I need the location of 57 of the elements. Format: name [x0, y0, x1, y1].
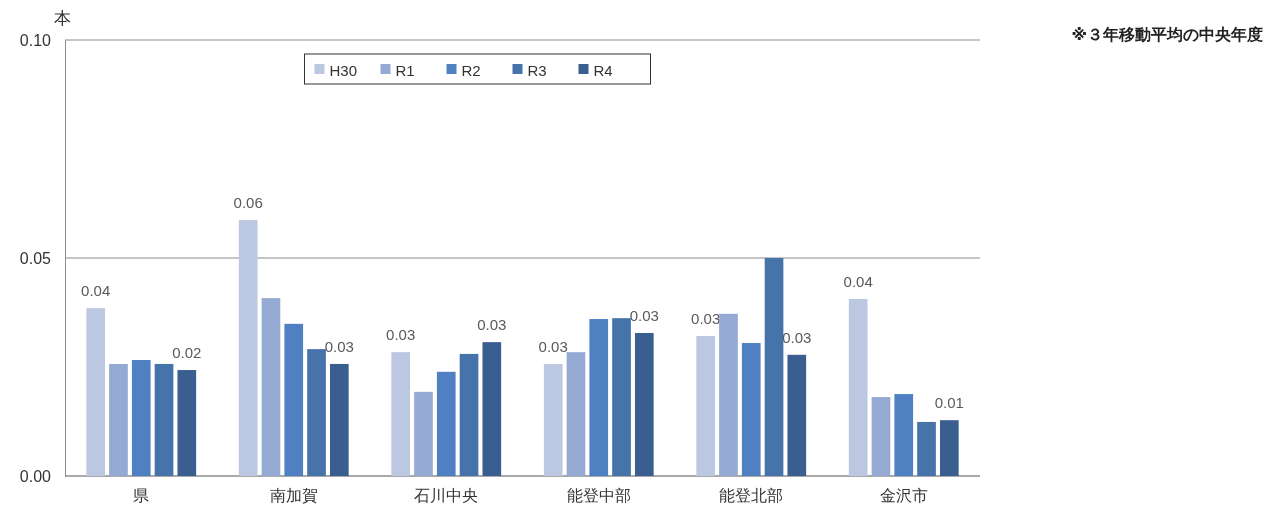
- bar: [436, 371, 456, 476]
- bar: [154, 363, 174, 476]
- bar: [894, 394, 914, 476]
- legend-label: R3: [527, 62, 547, 80]
- data-label: 0.03: [538, 337, 568, 355]
- bar: [566, 352, 586, 476]
- x-tick-label: 南加賀: [269, 487, 318, 505]
- data-label: 0.03: [477, 316, 507, 334]
- bar: [459, 353, 479, 476]
- bar: [261, 298, 281, 476]
- data-label: 0.06: [233, 194, 263, 212]
- bar: [329, 363, 349, 476]
- bar: [871, 397, 891, 476]
- bar: [109, 363, 128, 476]
- bar: [634, 332, 654, 476]
- legend-label: H30: [329, 62, 358, 80]
- bar: [543, 363, 563, 476]
- bar: [177, 370, 197, 476]
- data-label: 0.03: [629, 306, 659, 324]
- bar: [482, 342, 502, 476]
- data-label: 0.04: [81, 282, 111, 300]
- bar: [284, 323, 304, 476]
- y-axis-title: 本: [53, 9, 71, 28]
- bar: [787, 354, 807, 476]
- data-label: 0.03: [324, 337, 354, 355]
- data-label: 0.03: [782, 328, 812, 346]
- x-tick-label: 金沢市: [879, 487, 928, 505]
- bar: [939, 420, 959, 476]
- text: ※３年移動平均の中央年度: [1071, 25, 1263, 43]
- bar: [612, 318, 631, 476]
- bar: [764, 258, 784, 476]
- legend-label: R1: [395, 62, 415, 80]
- bar: [719, 313, 738, 476]
- bar: [848, 298, 868, 476]
- bar: [741, 343, 761, 476]
- bar: [917, 421, 936, 476]
- bar: [131, 360, 151, 476]
- x-tick-label: 県: [133, 487, 150, 505]
- legend-label: R2: [461, 62, 481, 80]
- bar: [391, 352, 411, 476]
- bar: [414, 391, 433, 476]
- bar: [86, 308, 106, 476]
- x-tick-label: 能登北部: [719, 487, 784, 505]
- data-label: 0.03: [386, 326, 416, 344]
- data-label: 0.02: [172, 344, 202, 362]
- data-label: 0.04: [843, 272, 873, 290]
- y-tick-label: 0.10: [19, 31, 52, 49]
- y-tick-label: 0.00: [19, 467, 52, 485]
- bar: [589, 319, 609, 476]
- data-label: 0.01: [934, 394, 964, 412]
- legend-label: R4: [593, 62, 613, 80]
- x-tick-label: 能登中部: [566, 487, 631, 505]
- bar: [696, 336, 716, 476]
- y-tick-label: 0.05: [19, 249, 52, 267]
- bar: [238, 220, 258, 476]
- x-tick-label: 石川中央: [414, 487, 479, 505]
- bar: [307, 349, 326, 476]
